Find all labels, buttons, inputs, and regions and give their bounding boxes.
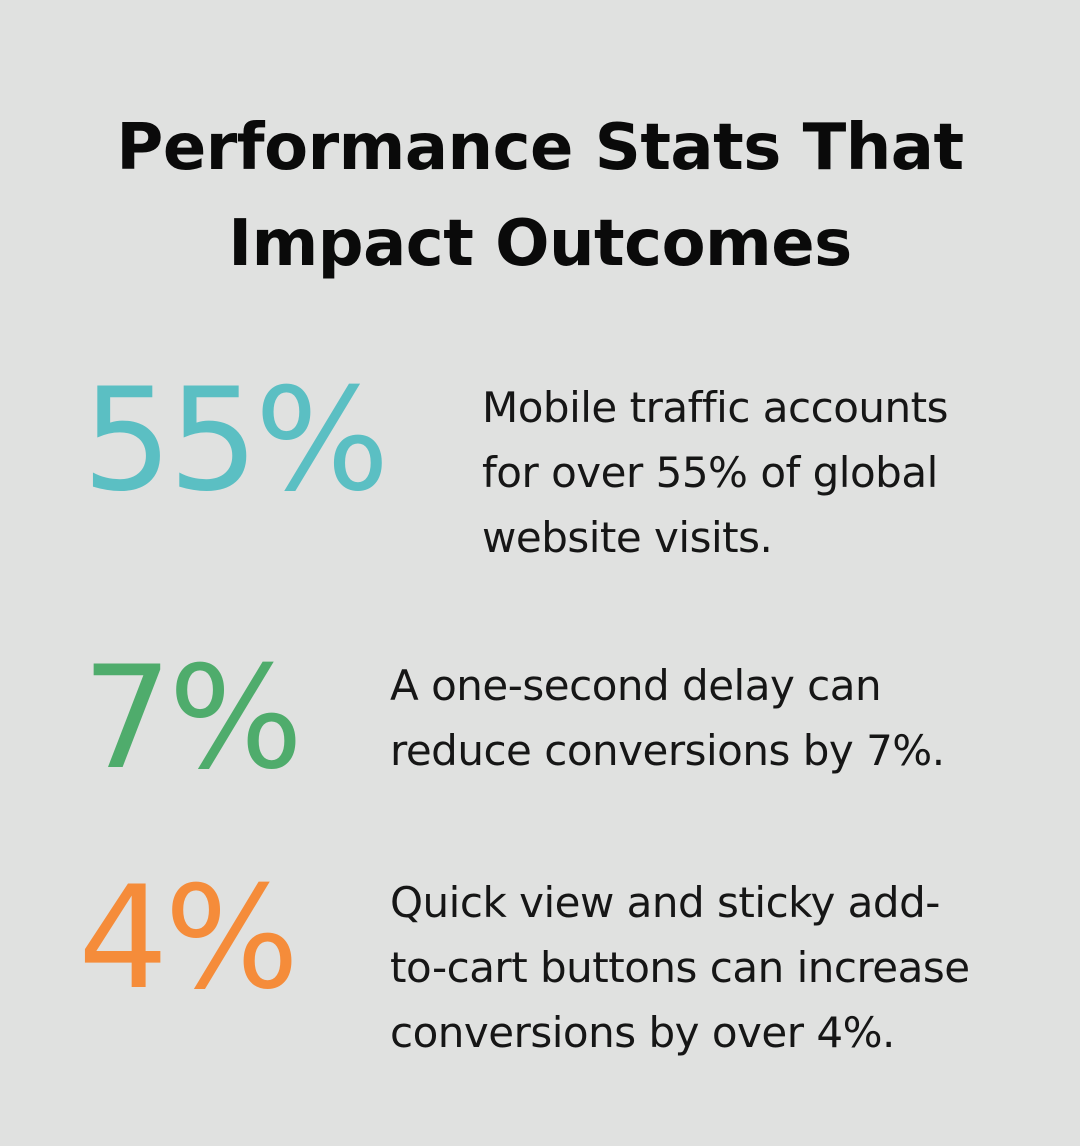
stat-value-quick-view: 4% [78,856,299,1021]
stat-value-delay: 7% [82,636,303,801]
stat-description-mobile-traffic: Mobile traffic accounts for over 55% of … [482,383,948,562]
page-title: Performance Stats That Impact Outcomes [116,111,964,281]
stat-description-delay: A one-second delay can reduce conversion… [390,661,945,775]
stat-value-mobile-traffic: 55% [82,358,390,523]
stat-description-quick-view: Quick view and sticky add- to-cart butto… [390,878,970,1057]
